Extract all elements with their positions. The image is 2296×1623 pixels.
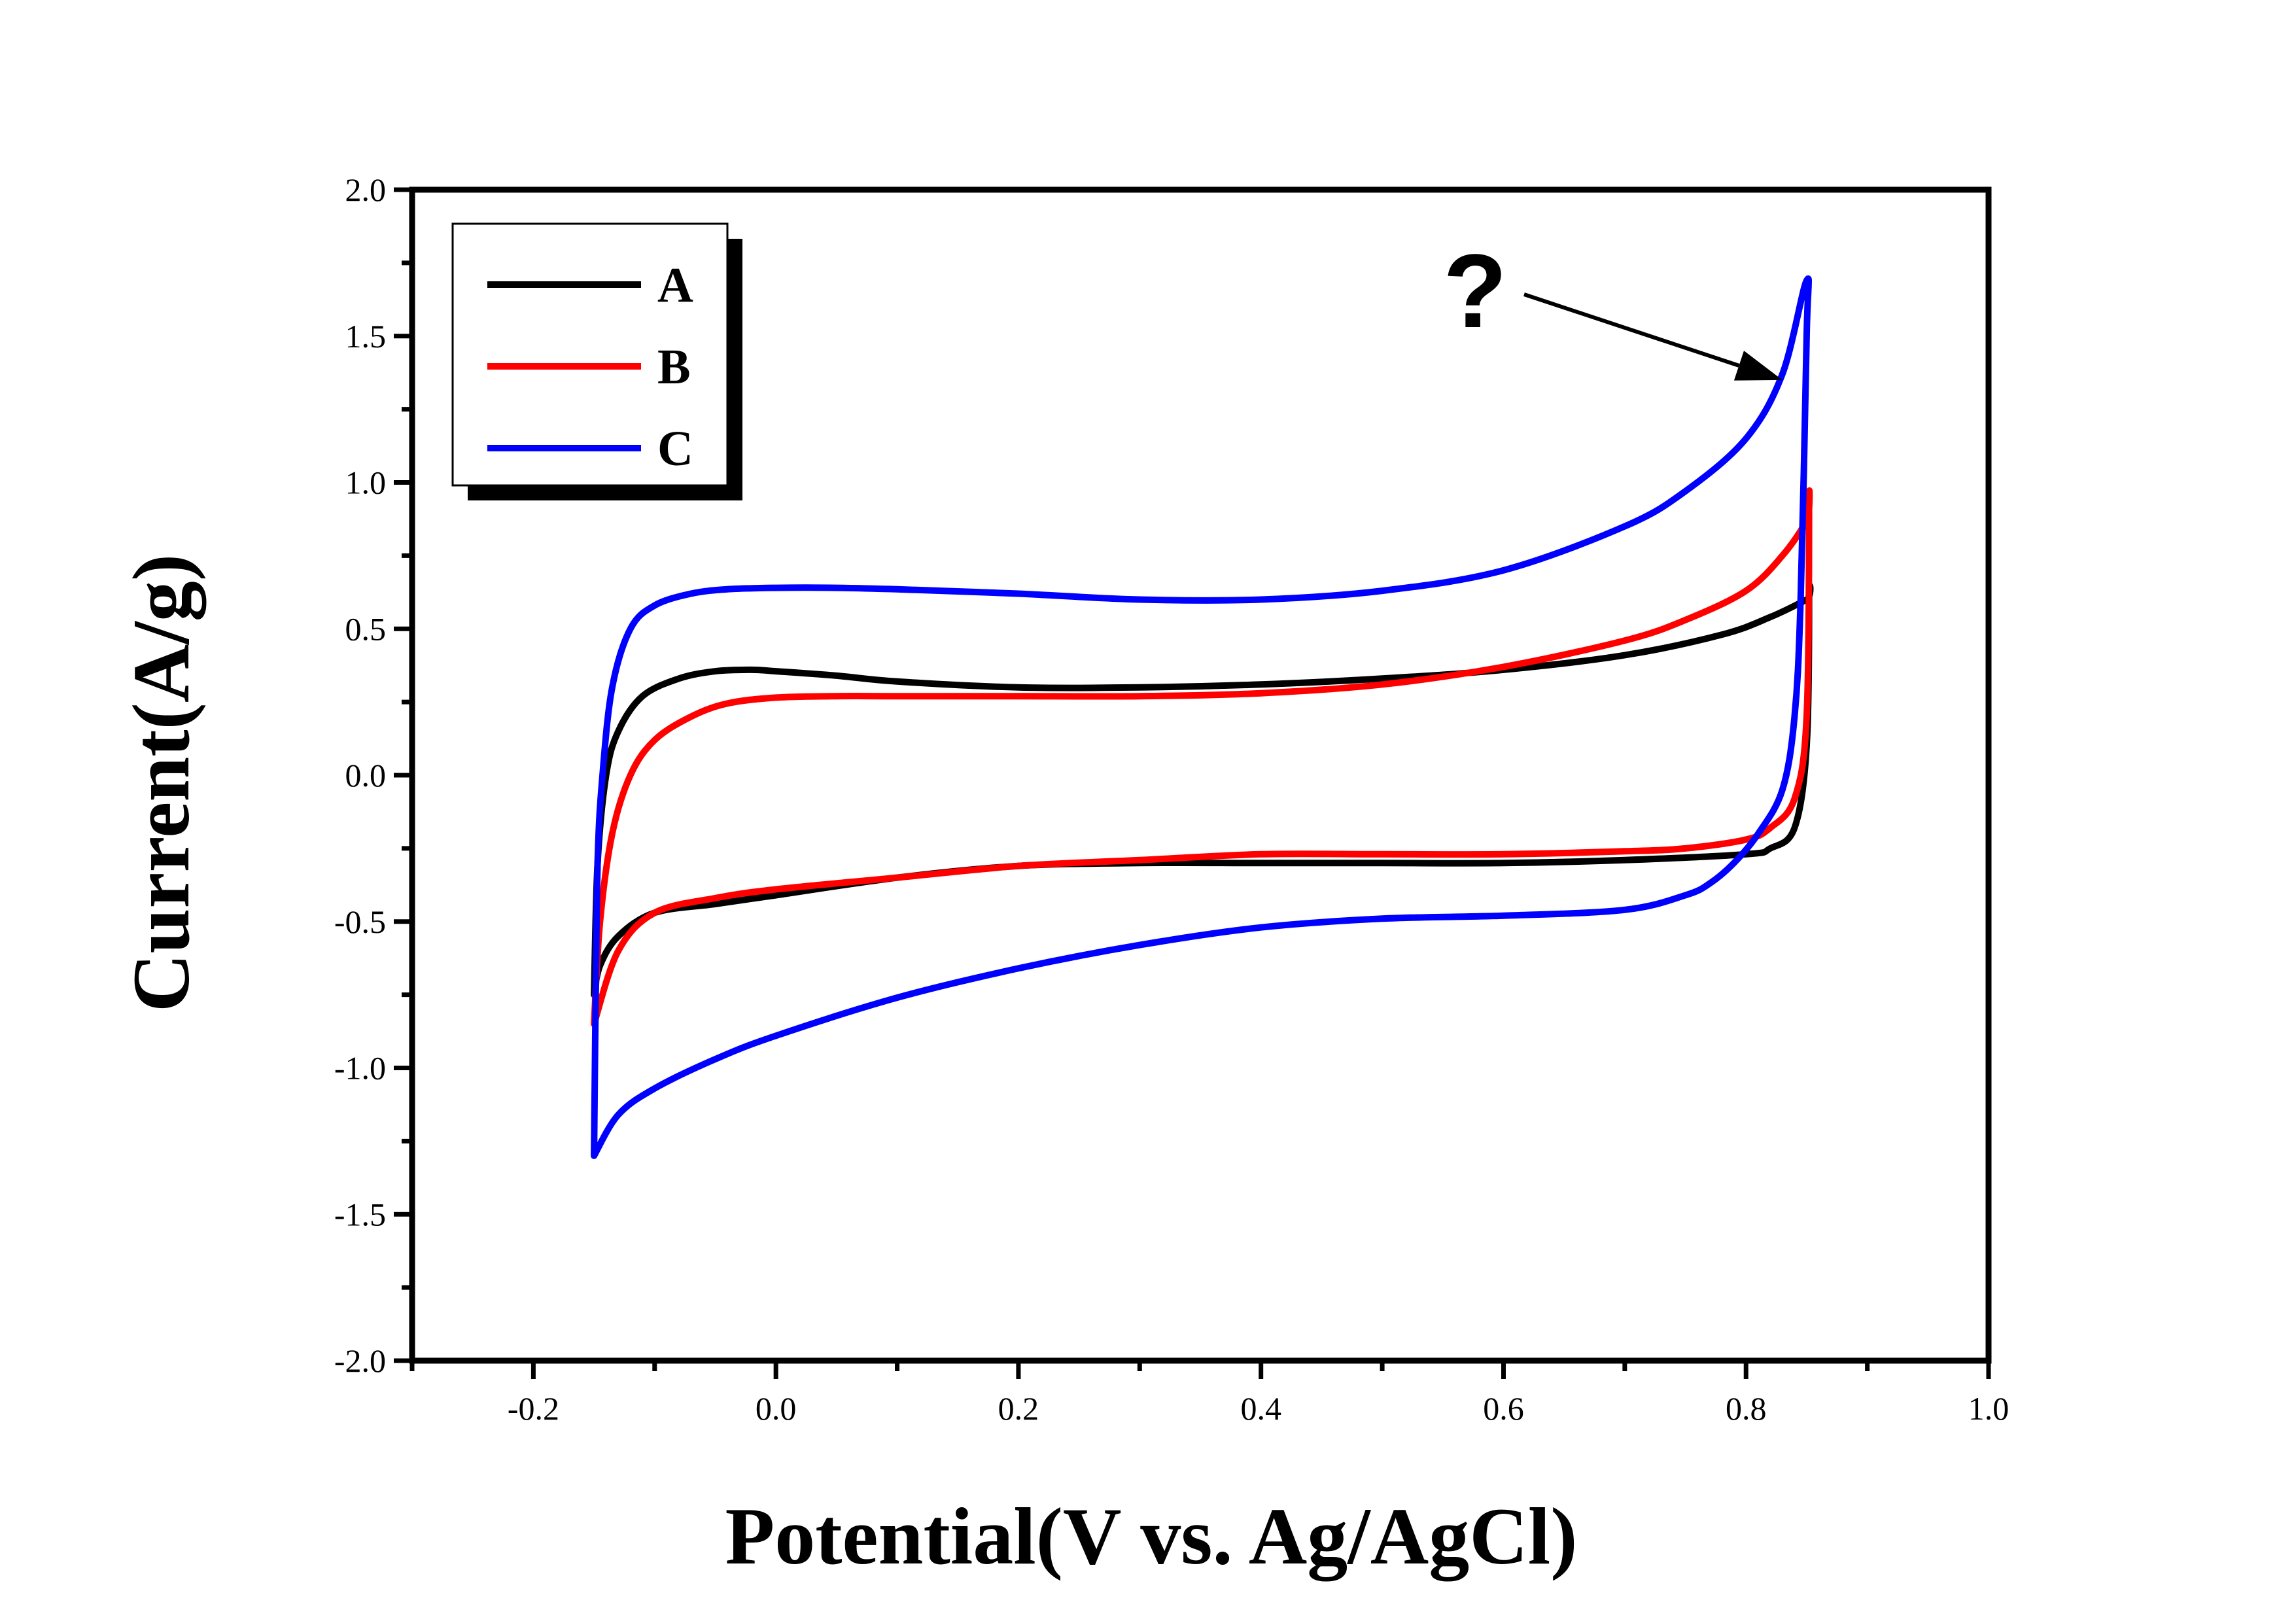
legend-label-C: C: [657, 421, 693, 476]
x-tick-label: -0.2: [508, 1390, 559, 1427]
x-axis-title: Potential(V vs. Ag/AgCl): [725, 1492, 1577, 1582]
y-tick-label: 2.0: [345, 171, 387, 208]
y-tick-label: -2.0: [334, 1342, 386, 1379]
x-tick-label: 0.6: [1483, 1390, 1524, 1427]
annotation-arrow-head: [1733, 351, 1783, 381]
annotation-question-mark: ?: [1443, 232, 1507, 349]
series-layer: [591, 275, 1814, 1159]
y-tick-label: -1.0: [334, 1050, 386, 1087]
series-line-C: [591, 275, 1813, 1159]
annotation-arrow-line: [1523, 292, 1740, 368]
series-line-B: [591, 487, 1813, 1028]
x-tick-label: 0.4: [1240, 1390, 1281, 1427]
y-tick-label: 0.0: [345, 757, 387, 794]
y-tick-label: -0.5: [334, 903, 386, 940]
legend-label-A: A: [657, 258, 693, 313]
y-axis-title: Current(A/g): [116, 554, 207, 1012]
plot-frame: [409, 186, 1992, 1364]
x-tick-label: 1.0: [1968, 1390, 2009, 1427]
x-tick-label: 0.2: [998, 1390, 1039, 1427]
y-tick-label: 1.0: [345, 464, 387, 501]
y-tick-label: 0.5: [345, 610, 387, 647]
x-axis-ticks: -0.2 0.0 0.2 0.4 0.6 0.8 1.0: [409, 1361, 2009, 1427]
legend-box: [451, 222, 729, 487]
x-tick-label: 0.0: [756, 1390, 797, 1427]
legend: ABC: [451, 222, 742, 500]
y-tick-label: 1.5: [345, 318, 387, 355]
annotation: ?: [1443, 232, 1783, 381]
y-tick-label: -1.5: [334, 1196, 386, 1232]
legend-label-B: B: [657, 340, 691, 394]
x-tick-label: 0.8: [1726, 1390, 1767, 1427]
